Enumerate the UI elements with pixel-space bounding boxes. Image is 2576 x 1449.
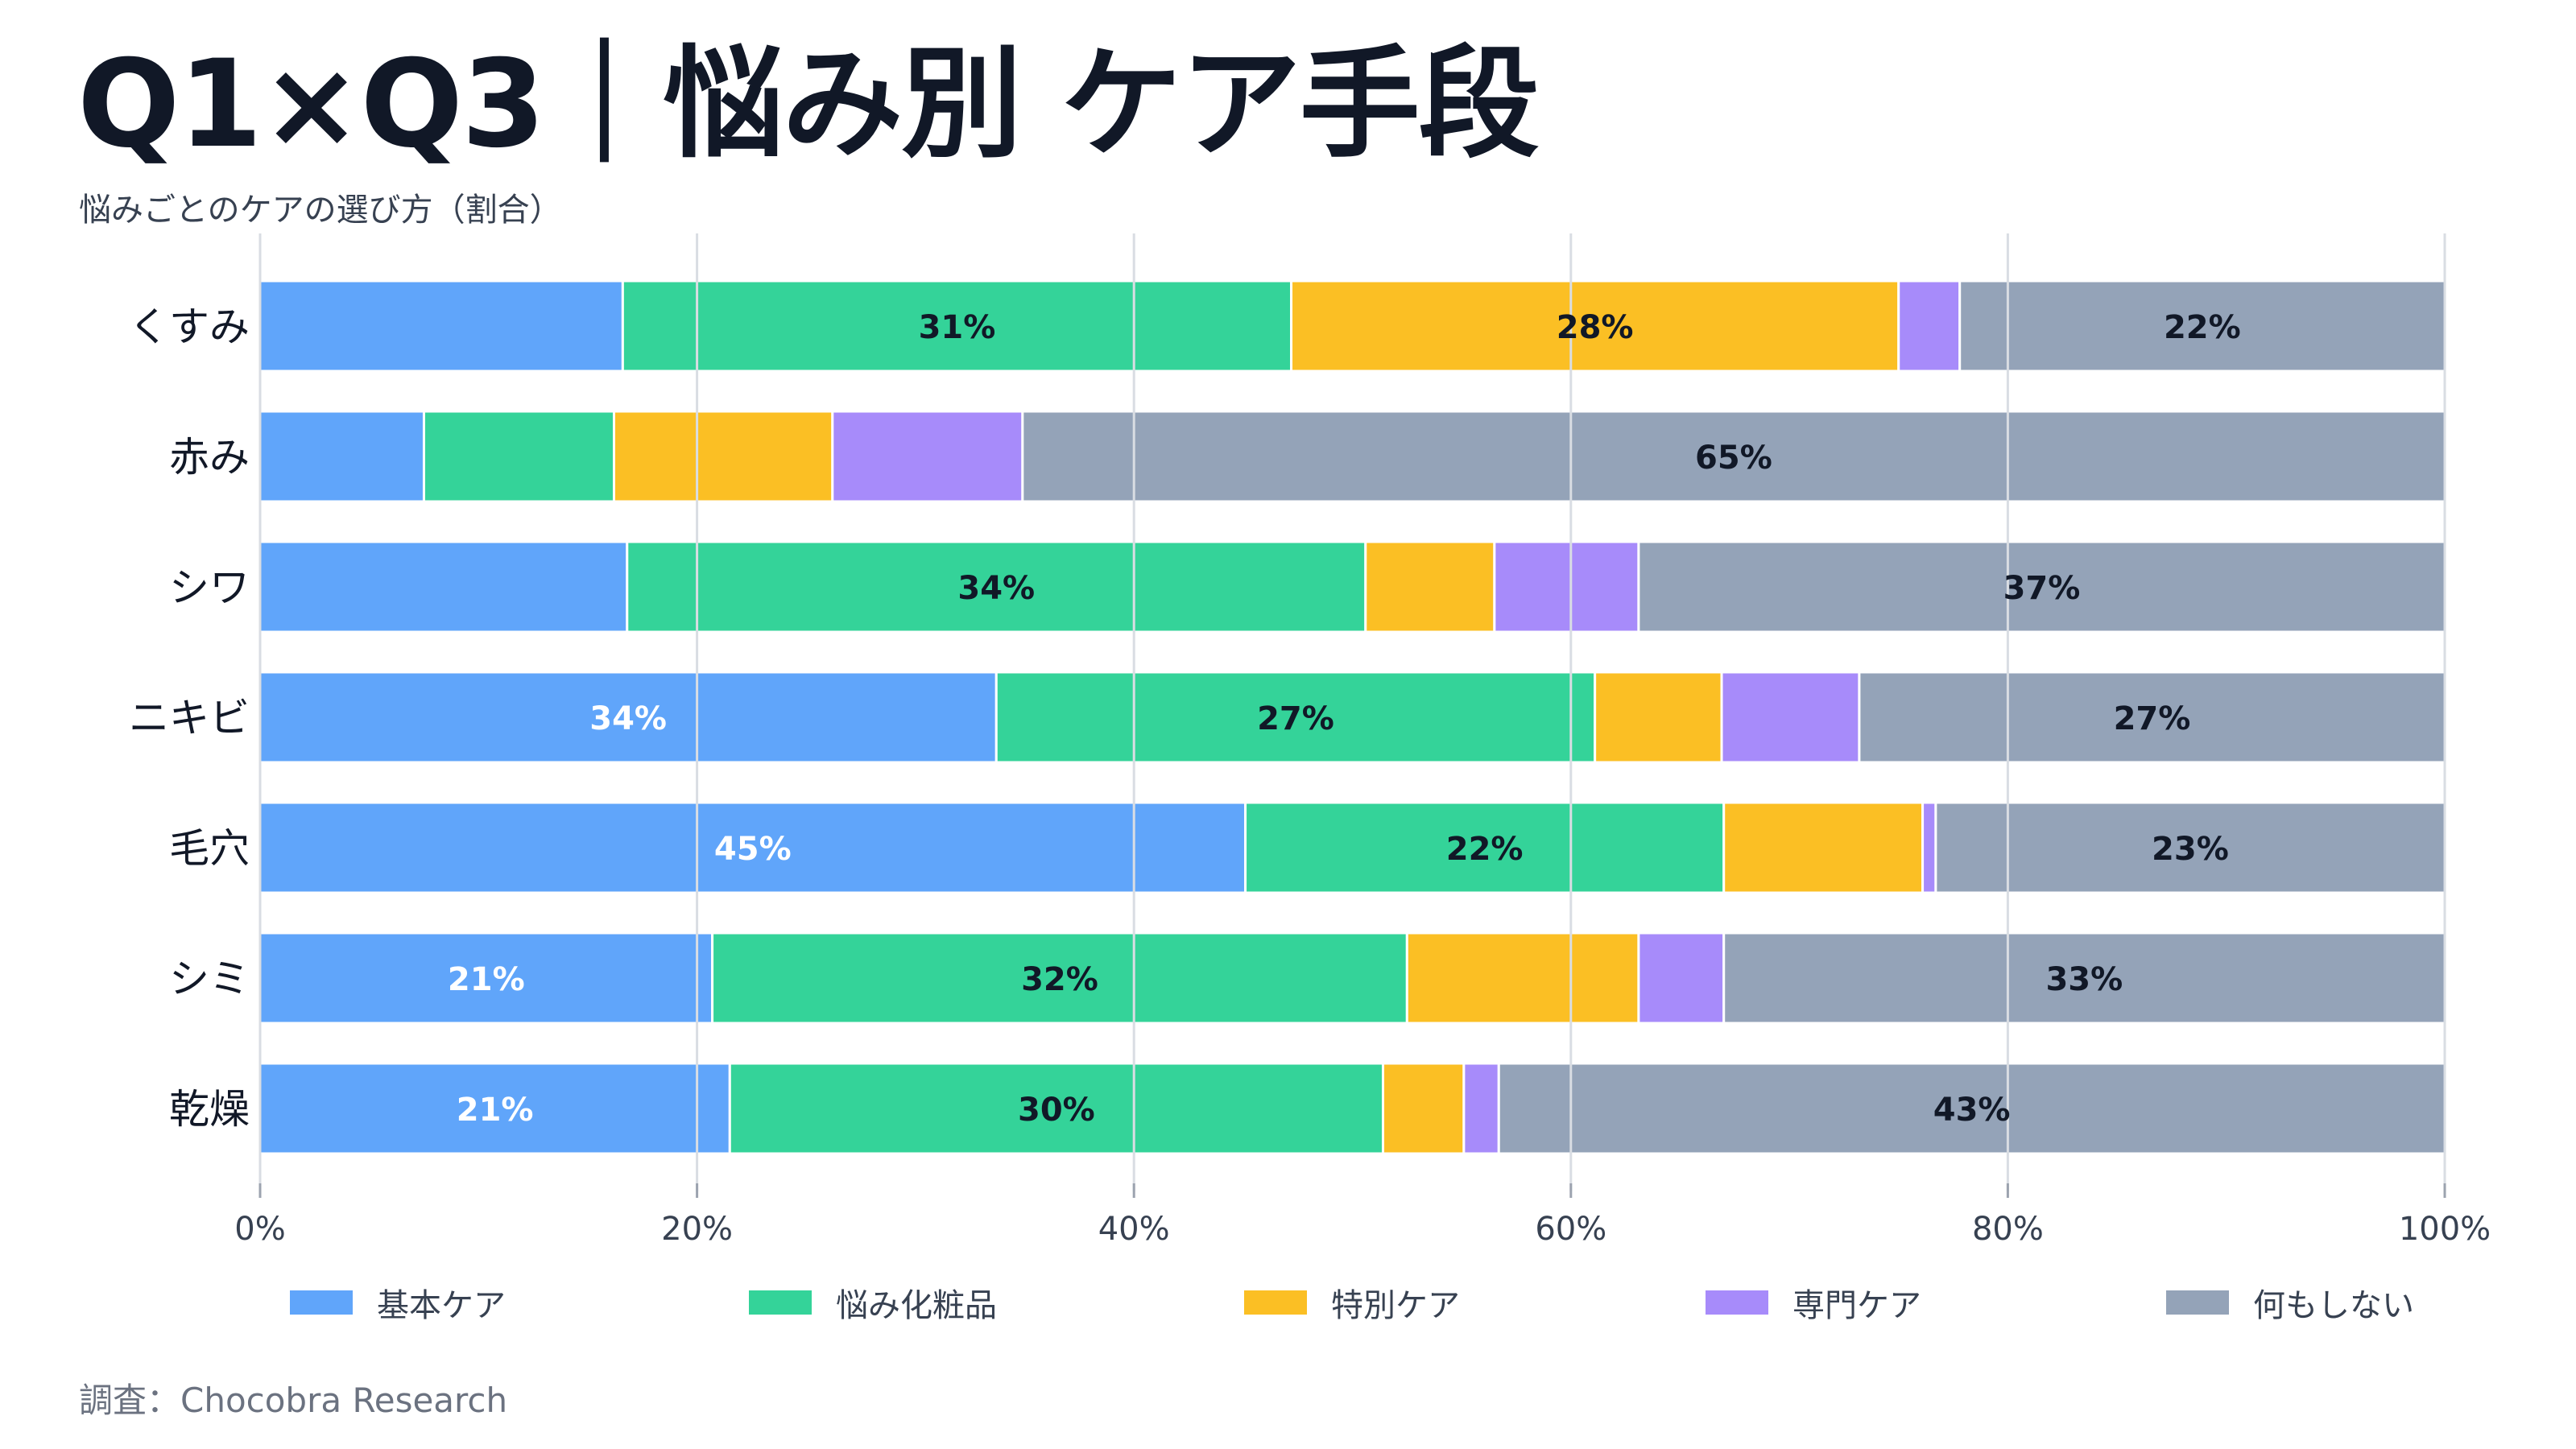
bar-segment	[1364, 540, 1496, 634]
bar-segment	[1493, 540, 1640, 634]
bar-segment	[258, 801, 1247, 894]
legend-label: 悩み化粧品	[836, 1287, 997, 1324]
data-label: 28%	[1557, 309, 1634, 346]
data-label: 33%	[2045, 961, 2123, 998]
category-label: ニキビ	[129, 695, 250, 741]
data-label: 65%	[1695, 440, 1772, 477]
data-label: 45%	[714, 831, 792, 868]
data-label: 30%	[1018, 1092, 1095, 1129]
data-label: 27%	[2114, 700, 2191, 737]
source-note: 調査：Chocobra Research	[79, 1381, 508, 1420]
bar-segment	[994, 671, 1597, 764]
legend-label: 専門ケア	[1792, 1287, 1921, 1324]
category-label: 赤み	[169, 434, 250, 481]
data-label: 21%	[448, 961, 525, 998]
bar-segment	[1594, 671, 1723, 764]
x-tick-label: 40%	[1098, 1211, 1170, 1248]
bar-segment	[1637, 931, 1726, 1025]
data-label: 27%	[1257, 700, 1334, 737]
bar-segment	[831, 410, 1024, 503]
x-tick-label: 100%	[2399, 1211, 2491, 1248]
bar-segment	[1381, 1062, 1466, 1155]
bar-segment	[1021, 410, 2446, 503]
x-tick-label: 0%	[234, 1211, 285, 1248]
bar-segment	[1921, 801, 1937, 894]
category-label: シワ	[169, 564, 250, 611]
x-tick-label: 80%	[1972, 1211, 2044, 1248]
legend-label: 基本ケア	[377, 1287, 506, 1324]
bar-segment	[1497, 1062, 2446, 1155]
x-tick-label: 60%	[1535, 1211, 1606, 1248]
data-label: 34%	[957, 570, 1035, 607]
legend-item: 専門ケア	[1706, 1280, 1921, 1325]
bar-segment	[728, 1062, 1384, 1155]
legend-label: 何もしない	[2253, 1287, 2414, 1324]
category-label: くすみ	[129, 303, 250, 350]
bar-segment	[258, 410, 425, 503]
data-label: 31%	[919, 309, 996, 346]
bar-segment	[258, 540, 629, 634]
legend-swatch	[1706, 1290, 1768, 1315]
data-label: 22%	[1446, 831, 1524, 868]
data-label: 32%	[1021, 961, 1098, 998]
data-label: 21%	[457, 1092, 534, 1129]
category-label: 乾燥	[169, 1086, 250, 1133]
data-label: 37%	[2003, 570, 2081, 607]
data-label: 23%	[2152, 831, 2229, 868]
bar-segment	[1722, 801, 1925, 894]
legend-swatch	[1244, 1290, 1307, 1315]
category-label: シミ	[169, 956, 250, 1002]
chart-subtitle: 悩みごとのケアの選び方（割合）	[79, 192, 562, 229]
legend-swatch	[290, 1290, 353, 1315]
legend-item: 基本ケア	[290, 1280, 506, 1325]
chart-title: Q1×Q3｜悩み別 ケア手段	[77, 35, 1540, 175]
bar-segment	[422, 410, 616, 503]
bar-segment	[1405, 931, 1640, 1025]
data-label: 34%	[589, 700, 667, 737]
bar-segment	[258, 279, 624, 373]
legend-item: 特別ケア	[1244, 1280, 1460, 1325]
x-axis-ticks: 0% 20% 40% 60% 80% 100%	[234, 1183, 2491, 1248]
data-label: 43%	[1933, 1092, 2011, 1129]
bar-segment	[1720, 671, 1861, 764]
category-label: 毛穴	[169, 825, 250, 872]
bar-segment	[258, 931, 714, 1025]
data-labels: 31% 28% 22% 65% 34% 37% 34% 27% 27% 45% 22% 23% 21% 3…	[448, 309, 2241, 1129]
data-label: 22%	[2164, 309, 2241, 346]
bar-segment	[1462, 1062, 1500, 1155]
legend-item: 悩み化粧品	[749, 1280, 997, 1325]
legend-swatch	[749, 1290, 812, 1315]
bar-segment	[613, 410, 834, 503]
bar-segment	[1958, 279, 2446, 373]
grid-lines	[258, 233, 2446, 1191]
bar-segment	[1934, 801, 2446, 894]
bar-segment	[711, 931, 1408, 1025]
bar-segment	[1897, 279, 1962, 373]
x-tick-label: 20%	[661, 1211, 733, 1248]
bar-segment	[626, 540, 1367, 634]
legend-label: 特別ケア	[1331, 1287, 1460, 1324]
legend-item: 何もしない	[2166, 1280, 2414, 1325]
legend-swatch	[2166, 1290, 2229, 1315]
